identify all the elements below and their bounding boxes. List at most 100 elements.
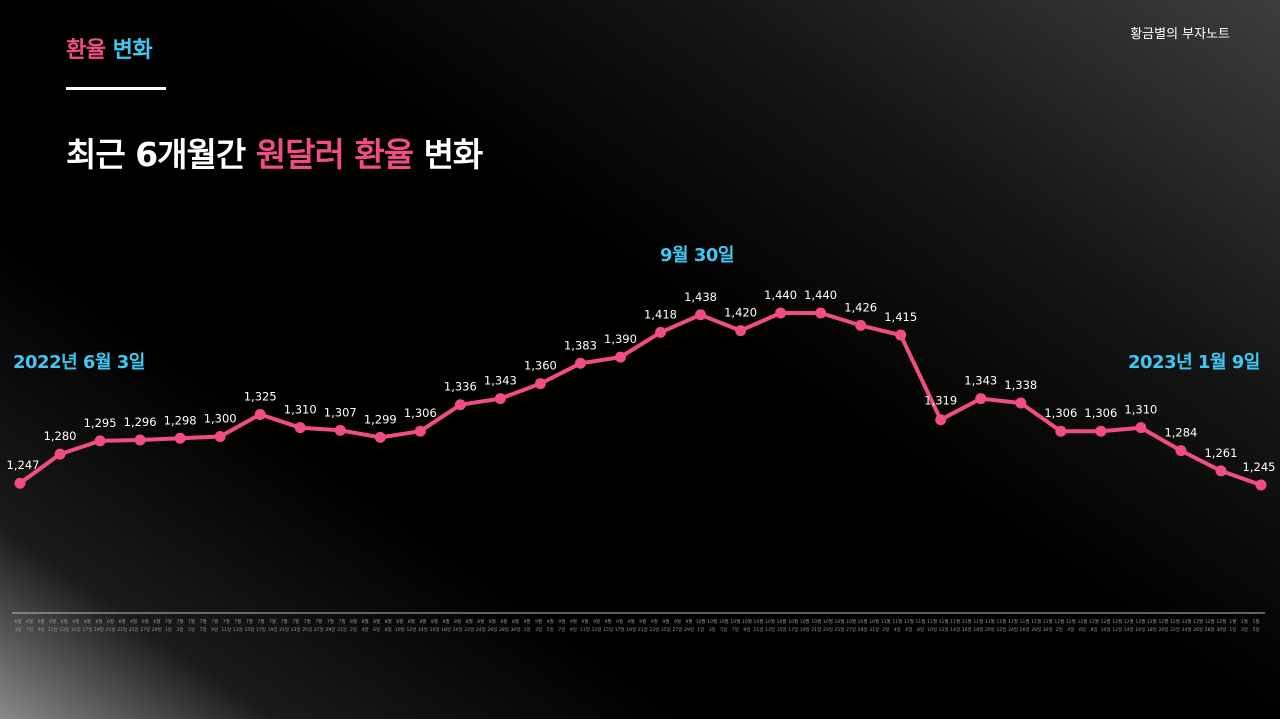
x-tick-label: 9월 21일 bbox=[638, 618, 648, 633]
data-point bbox=[14, 477, 26, 489]
data-label: 1,247 bbox=[7, 458, 40, 472]
series-line bbox=[18, 311, 1263, 487]
x-tick-label: 9월 15일 bbox=[603, 618, 613, 633]
x-tick-label: 10월 1일 bbox=[696, 618, 706, 633]
x-tick-label: 7월 23일 bbox=[291, 618, 301, 633]
x-tick-label: 11월 30일 bbox=[1043, 618, 1053, 633]
x-tick-label: 8월 22일 bbox=[464, 618, 474, 633]
x-tick-label: 9월 11일 bbox=[580, 618, 590, 633]
section-tag-part1: 환율 bbox=[66, 38, 106, 63]
x-tick-label: 12월 26일 bbox=[1193, 618, 1203, 633]
x-tick-label: 12월 10일 bbox=[1101, 618, 1111, 633]
x-tick-label: 10월 5일 bbox=[719, 618, 729, 633]
x-tick-label: 9월 25일 bbox=[661, 618, 671, 633]
x-tick-label: 12월 20일 bbox=[1159, 618, 1169, 633]
x-tick-label: 8월 24일 bbox=[476, 618, 486, 633]
data-point bbox=[855, 319, 867, 331]
x-tick-label: 9월 7일 bbox=[558, 618, 565, 633]
x-tick-label: 11월 6일 bbox=[904, 618, 914, 633]
title-part1: 최근 6개월간 bbox=[66, 135, 246, 174]
data-point bbox=[1135, 422, 1147, 434]
data-point bbox=[1055, 425, 1067, 437]
x-tick-label: 8월 20일 bbox=[453, 618, 463, 633]
data-point bbox=[494, 393, 506, 405]
data-point bbox=[414, 425, 426, 437]
x-tick-label: 7월 31일 bbox=[337, 618, 347, 633]
x-tick-label: 11월 22일 bbox=[997, 618, 1007, 633]
data-label: 1,440 bbox=[804, 288, 837, 302]
data-point bbox=[294, 422, 306, 434]
x-tick-label: 10월 31일 bbox=[869, 618, 879, 633]
x-tick-label: 11월 20일 bbox=[985, 618, 995, 633]
data-point bbox=[895, 329, 907, 341]
data-label: 1,383 bbox=[564, 338, 597, 352]
data-label: 1,306 bbox=[404, 406, 437, 420]
x-tick-label: 10월 7일 bbox=[730, 618, 740, 633]
data-point bbox=[214, 430, 226, 442]
data-label: 1,418 bbox=[644, 307, 677, 321]
data-label: 1,280 bbox=[44, 429, 77, 443]
x-tick-label: 12월 8일 bbox=[1089, 618, 1099, 633]
x-tick-label: 10월 15일 bbox=[777, 618, 787, 633]
x-tick-label: 12월 22일 bbox=[1170, 618, 1180, 633]
x-tick-label: 8월 26일 bbox=[487, 618, 497, 633]
x-tick-label: 1월 3일 bbox=[1241, 618, 1248, 633]
data-label: 1,336 bbox=[444, 380, 477, 394]
x-tick-label: 7월 29일 bbox=[325, 618, 335, 633]
data-label: 1,284 bbox=[1164, 426, 1197, 440]
x-tick-label: 12월 18일 bbox=[1147, 618, 1157, 633]
x-tick-label: 11월 28일 bbox=[1031, 618, 1041, 633]
data-point bbox=[975, 393, 987, 405]
x-tick-label: 11월 4일 bbox=[892, 618, 902, 633]
x-tick-label: 7월 9일 bbox=[211, 618, 218, 633]
x-tick-label: 9월 17일 bbox=[615, 618, 625, 633]
x-tick-label: 11월 16일 bbox=[962, 618, 972, 633]
x-tick-label: 1월 1일 bbox=[1229, 618, 1236, 633]
section-tag: 환율 변화 bbox=[66, 32, 153, 64]
x-tick-label: 11월 24일 bbox=[1008, 618, 1018, 633]
data-point bbox=[1095, 425, 1107, 437]
x-tick-label: 10월 25일 bbox=[835, 618, 845, 633]
x-tick-label: 7월 21일 bbox=[279, 618, 289, 633]
x-tick-label: 10월 27일 bbox=[846, 618, 856, 633]
x-tick-label: 6월 27일 bbox=[140, 618, 150, 633]
x-tick-label: 9월 9일 bbox=[570, 618, 577, 633]
x-tick-label: 6월 9일 bbox=[38, 618, 45, 633]
x-tick-label: 7월 15일 bbox=[244, 618, 254, 633]
data-point bbox=[1175, 445, 1187, 457]
data-label: 1,306 bbox=[1084, 406, 1117, 420]
x-tick-label: 12월 24일 bbox=[1182, 618, 1192, 633]
data-label: 1,440 bbox=[764, 288, 797, 302]
page-title: 최근 6개월간 원달러 환율 변화 bbox=[66, 128, 484, 176]
x-tick-label: 1월 5일 bbox=[1252, 618, 1259, 633]
x-tick-label: 6월 13일 bbox=[59, 618, 69, 633]
data-label: 1,360 bbox=[524, 359, 557, 373]
x-tick-label: 10월 17일 bbox=[788, 618, 798, 633]
data-point bbox=[815, 307, 827, 319]
data-point bbox=[1215, 465, 1227, 477]
data-point bbox=[374, 431, 386, 443]
title-part3: 변화 bbox=[423, 135, 484, 174]
data-label: 1,343 bbox=[964, 374, 997, 388]
x-tick-label: 6월 3일 bbox=[14, 618, 21, 633]
x-tick-label: 8월 30일 bbox=[511, 618, 521, 633]
title-part2: 원달러 환율 bbox=[255, 135, 414, 174]
data-label: 1,310 bbox=[284, 403, 317, 417]
x-tick-label: 7월 19일 bbox=[268, 618, 278, 633]
x-tick-label: 6월 7일 bbox=[26, 618, 33, 633]
data-point bbox=[655, 326, 667, 338]
x-tick-label: 10월 29일 bbox=[858, 618, 868, 633]
data-label: 1,390 bbox=[604, 332, 637, 346]
data-point bbox=[254, 408, 266, 420]
x-tick-label: 11월 8일 bbox=[916, 618, 926, 633]
x-tick-label: 8월 14일 bbox=[418, 618, 428, 633]
x-tick-label: 8월 28일 bbox=[499, 618, 509, 633]
x-tick-label: 6월 15일 bbox=[71, 618, 81, 633]
x-tick-label: 12월 6일 bbox=[1078, 618, 1088, 633]
data-label: 1,438 bbox=[684, 290, 717, 304]
data-point bbox=[174, 432, 186, 444]
data-point bbox=[454, 399, 466, 411]
x-tick-label: 10월 23일 bbox=[823, 618, 833, 633]
data-label: 1,319 bbox=[924, 394, 957, 408]
x-tick-label: 8월 2일 bbox=[350, 618, 357, 633]
